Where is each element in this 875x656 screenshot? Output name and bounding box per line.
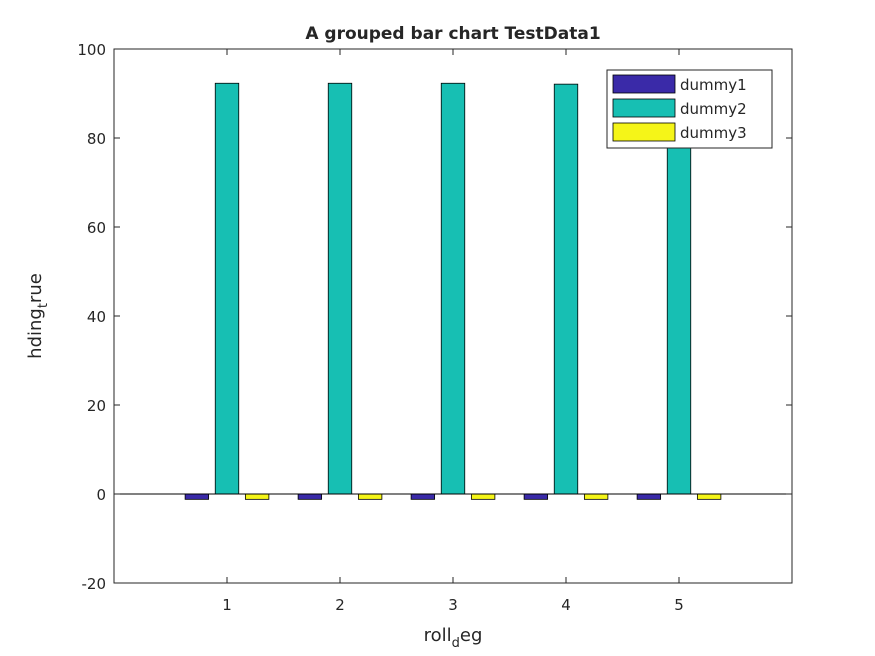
y-tick-label: -20 (82, 575, 107, 593)
bar-dummy2-3 (440, 82, 466, 495)
bar-dummy2-1 (214, 82, 240, 495)
y-axis-label-rest: rue (25, 273, 46, 303)
y-tick-label: 80 (87, 130, 106, 148)
x-tick-label: 2 (335, 596, 345, 614)
y-axis-label: hdingtrue (25, 273, 51, 359)
y-tick-label: 20 (87, 397, 106, 415)
legend-swatch-dummy3 (612, 122, 676, 142)
bar-dummy3-1 (244, 493, 270, 500)
legend-swatch-dummy1 (612, 74, 676, 94)
x-tick-label: 1 (222, 596, 232, 614)
x-axis-ticks: 1 2 3 4 5 (222, 49, 684, 614)
bar-dummy1-1 (184, 493, 210, 500)
bar-dummy3-5 (696, 493, 722, 500)
y-tick-label: 60 (87, 219, 106, 237)
legend-swatch-dummy2 (612, 98, 676, 118)
bar-dummy1-5 (636, 493, 662, 500)
bars-group (114, 82, 792, 500)
x-axis-label: rolldeg (424, 625, 483, 651)
legend-label-dummy3: dummy3 (680, 124, 747, 142)
legend-label-dummy1: dummy1 (680, 76, 747, 94)
x-axis-label-rest: eg (460, 625, 483, 646)
bar-dummy3-3 (470, 493, 496, 500)
y-axis-label-sub: t (36, 303, 51, 308)
bar-dummy1-3 (410, 493, 436, 500)
x-axis-label-base: roll (424, 625, 452, 646)
x-tick-label: 4 (561, 596, 571, 614)
x-tick-label: 3 (448, 596, 458, 614)
x-axis-label-sub: d (452, 636, 460, 651)
bar-dummy1-2 (297, 493, 323, 500)
y-tick-label: 0 (96, 486, 106, 504)
legend: dummy1 dummy2 dummy3 (606, 69, 773, 149)
y-axis-label-base: hding (25, 308, 46, 359)
y-tick-label: 40 (87, 308, 106, 326)
y-tick-label: 100 (77, 41, 106, 59)
legend-label-dummy2: dummy2 (680, 100, 747, 118)
bar-dummy1-4 (523, 493, 549, 500)
y-axis-ticks: -20 0 20 40 60 80 100 (77, 41, 792, 593)
bar-dummy2-2 (327, 82, 353, 495)
chart-title: A grouped bar chart TestData1 (305, 24, 600, 44)
bar-dummy2-4 (553, 83, 579, 495)
x-tick-label: 5 (674, 596, 684, 614)
bar-dummy3-2 (357, 493, 383, 500)
bar-dummy3-4 (583, 493, 609, 500)
